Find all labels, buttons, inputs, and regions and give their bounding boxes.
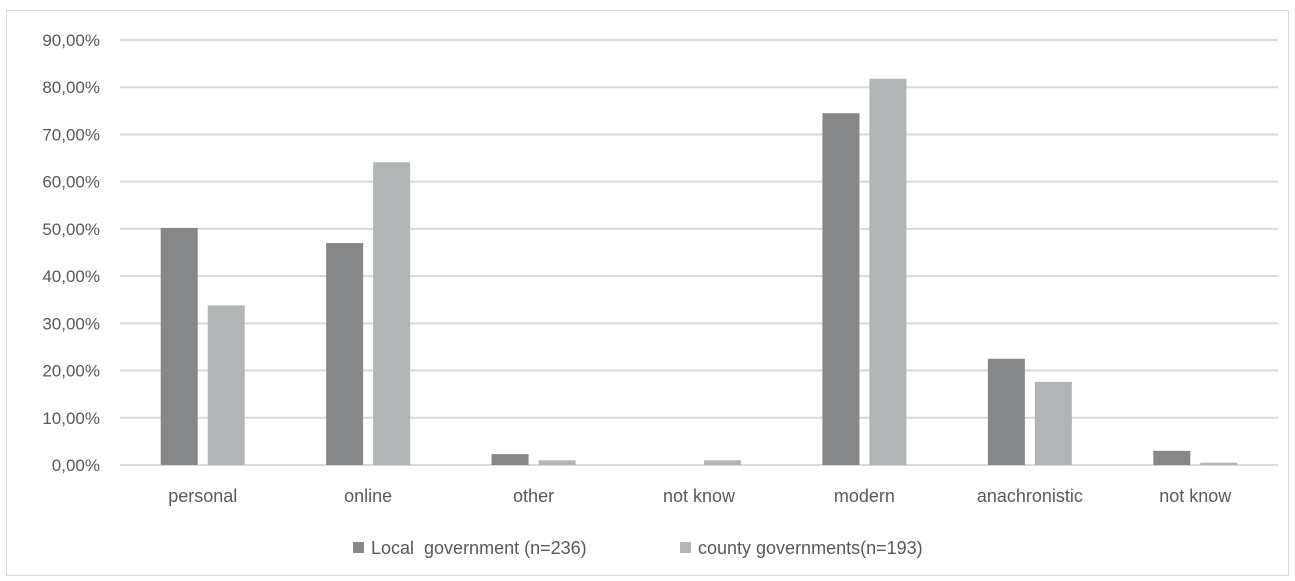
y-tick-label: 30,00% [42,314,100,333]
x-category-label: not know [1159,486,1232,506]
y-tick-label: 10,00% [42,409,100,428]
bar-county-governments [373,162,411,466]
bar-local-government [822,113,860,465]
bar-county-governments [538,460,576,465]
y-tick-label: 0,00% [52,456,100,475]
x-category-label: other [513,486,554,506]
x-category-label: personal [168,486,237,506]
y-tick-label: 80,00% [42,78,100,97]
bars [160,78,1238,466]
bar-county-governments [207,305,245,465]
gridlines [120,39,1278,466]
y-tick-label: 90,00% [42,31,100,50]
y-tick-label: 40,00% [42,267,100,286]
y-tick-label: 60,00% [42,173,100,192]
y-tick-label: 20,00% [42,362,100,381]
bar-local-government [987,358,1025,465]
x-category-label: not know [663,486,736,506]
y-axis-labels: 0,00% 10,00% 20,00% 30,00% 40,00% 50,00% 60,00… [42,31,100,475]
x-category-label: anachronistic [977,486,1083,506]
x-category-label: modern [834,486,895,506]
bar-local-government [326,243,364,465]
x-axis-labels: personal online other not know modern anachro… [168,486,1232,506]
x-category-label: online [344,486,392,506]
bar-local-government [491,454,529,465]
legend: Local government (n=236) county governmen… [353,538,923,558]
bar-local-government [1153,450,1191,465]
bar-county-governments [704,460,741,465]
y-tick-label: 50,00% [42,220,100,239]
chart-frame [6,10,1289,576]
bar-county-governments [1200,462,1238,465]
bar-county-governments [1034,381,1072,465]
y-tick-label: 70,00% [42,125,100,144]
legend-label: county governments(n=193) [698,538,923,558]
bar-county-governments [869,78,907,465]
bar-local-government [160,227,198,465]
legend-label: Local government (n=236) [371,538,587,558]
legend-swatch [680,542,691,553]
legend-swatch [353,542,364,553]
